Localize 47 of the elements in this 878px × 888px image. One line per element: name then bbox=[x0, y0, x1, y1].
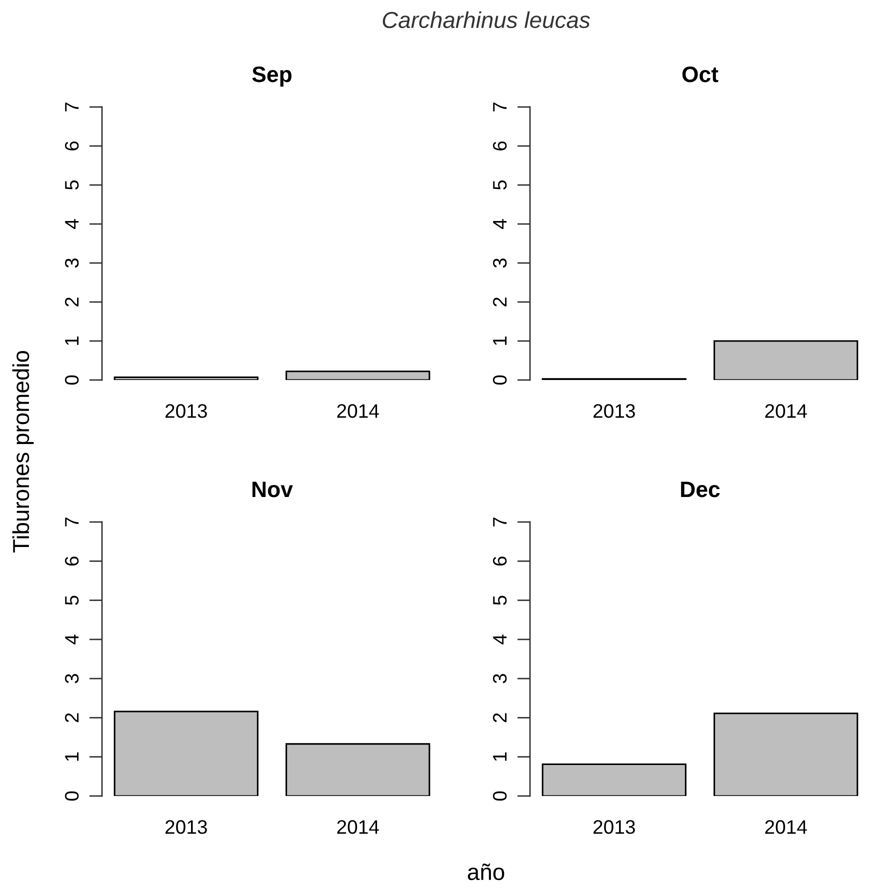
x-tick-label: 2013 bbox=[593, 404, 635, 418]
y-tick-label: 4 bbox=[65, 634, 79, 644]
x-tick-label: 2013 bbox=[593, 820, 635, 834]
y-tick-label: 5 bbox=[65, 596, 79, 605]
y-tick-label: 7 bbox=[65, 102, 79, 112]
chart-title: Sep bbox=[252, 66, 292, 87]
y-tick-label: 4 bbox=[493, 634, 507, 644]
x-tick-label: 2014 bbox=[337, 820, 379, 834]
x-tick-label: 2013 bbox=[165, 820, 207, 834]
y-tick-label: 0 bbox=[492, 375, 507, 385]
y-tick-label: 4 bbox=[65, 219, 79, 229]
y-tick-label: 7 bbox=[493, 518, 507, 526]
y-tick-label: 1 bbox=[65, 752, 79, 761]
x-axis-title: año bbox=[468, 863, 504, 880]
y-tick-label: 7 bbox=[65, 518, 79, 526]
y-tick-label: 2 bbox=[492, 298, 507, 306]
y-tick-label: 5 bbox=[65, 180, 79, 190]
y-tick-label: 2 bbox=[492, 713, 507, 722]
y-tick-label: 2 bbox=[64, 298, 79, 306]
y-tick-label: 7 bbox=[493, 102, 507, 112]
x-tick-label: 2013 bbox=[165, 404, 207, 418]
chart-title: Nov bbox=[252, 482, 293, 498]
y-tick-label: 6 bbox=[492, 556, 507, 566]
y-tick-label: 5 bbox=[493, 180, 507, 190]
y-tick-label: 3 bbox=[492, 674, 507, 684]
chart-title: Dec bbox=[681, 482, 720, 498]
y-tick-label: 0 bbox=[492, 791, 507, 801]
x-tick-label: 2014 bbox=[765, 820, 807, 834]
text: Carcharhinus leucas bbox=[382, 11, 590, 28]
y-tick-label: 1 bbox=[493, 336, 507, 345]
y-tick-label: 3 bbox=[64, 674, 79, 684]
y-tick-label: 1 bbox=[65, 336, 79, 345]
y-tick-label: 3 bbox=[492, 258, 507, 268]
y-tick-label: 5 bbox=[493, 596, 507, 605]
x-tick-label: 2014 bbox=[765, 404, 807, 418]
y-tick-label: 6 bbox=[64, 141, 79, 150]
chart-title: Oct bbox=[682, 66, 718, 82]
y-tick-label: 2 bbox=[64, 713, 79, 722]
y-tick-label: 6 bbox=[492, 141, 507, 150]
y-tick-label: 0 bbox=[64, 791, 79, 801]
y-tick-label: 6 bbox=[64, 556, 79, 566]
y-axis-title: Tiburones promedio bbox=[12, 350, 34, 552]
y-tick-label: 4 bbox=[493, 219, 507, 229]
y-tick-label: 0 bbox=[64, 375, 79, 385]
x-tick-label: 2014 bbox=[337, 404, 379, 418]
y-tick-label: 1 bbox=[493, 752, 507, 761]
y-tick-label: 3 bbox=[64, 258, 79, 268]
